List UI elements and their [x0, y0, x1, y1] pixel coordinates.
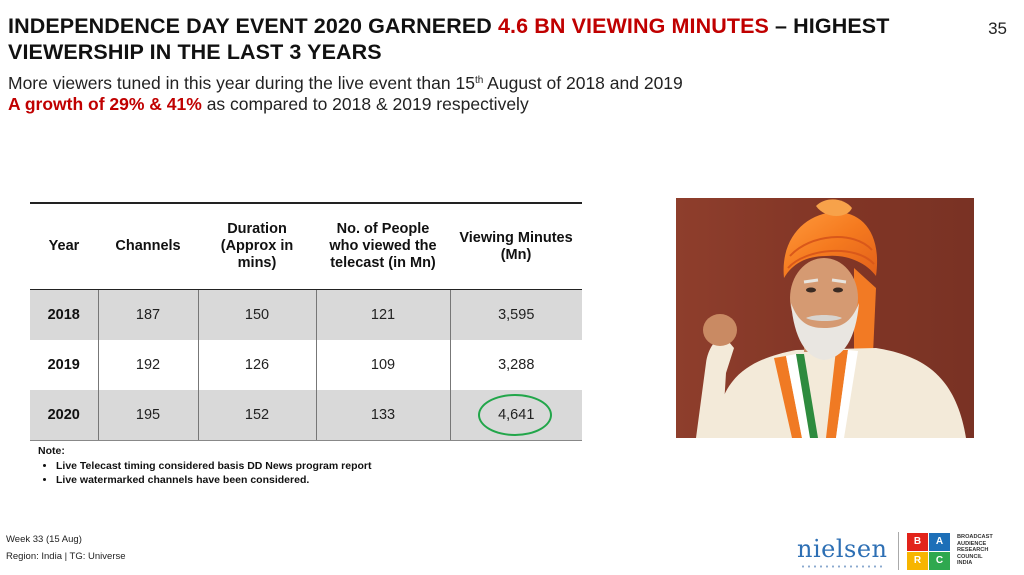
- speaker-photo: [676, 198, 974, 438]
- cell-year: 2019: [47, 357, 80, 373]
- title-text-part2: – HIGHEST VIEWERSHIP IN THE LAST 3 YEARS: [8, 14, 890, 64]
- table-row: 2018 187 150 121 3,595: [30, 289, 582, 340]
- subtitle-superscript: th: [474, 75, 484, 86]
- barc-letter-r: R: [907, 552, 928, 570]
- title-accent: 4.6 BN VIEWING MINUTES: [497, 14, 769, 38]
- cell-duration: 126: [197, 340, 316, 390]
- header-channels: Channels: [98, 202, 198, 290]
- header-duration: Duration (Approx in mins): [198, 202, 316, 290]
- cell-channels: 187: [97, 289, 198, 340]
- barc-text-line: AUDIENCE: [957, 540, 987, 547]
- table-row: 2020 195 152 133 4,641: [30, 390, 582, 441]
- logo-divider: [898, 532, 899, 570]
- cell-people: 109: [315, 340, 450, 390]
- growth-highlight: A growth of 29% & 41%: [8, 94, 202, 114]
- subtitle-line-1: More viewers tuned in this year during t…: [8, 70, 683, 94]
- barc-logo: B A R C: [907, 533, 950, 571]
- page-number: 35: [988, 19, 1007, 38]
- barc-letter-c: C: [929, 552, 950, 570]
- note-item: Live Telecast timing considered basis DD…: [56, 460, 371, 472]
- notes-title: Note:: [38, 445, 65, 457]
- table-row: 2019 192 126 109 3,288: [30, 340, 582, 390]
- viewership-table: Year Channels Duration (Approx in mins) …: [30, 202, 582, 441]
- footer-week: Week 33 (15 Aug): [6, 534, 82, 545]
- page-title: INDEPENDENCE DAY EVENT 2020 GARNERED 4.6…: [8, 13, 938, 65]
- cell-duration: 152: [197, 390, 316, 441]
- barc-text-line: COUNCIL: [957, 553, 983, 560]
- header-year: Year: [30, 202, 98, 290]
- subtitle-line-2-rest: as compared to 2018 & 2019 respectively: [201, 94, 529, 114]
- subtitle-line-1-post: August of 2018 and 2019: [483, 73, 683, 93]
- subtitle-line-2: A growth of 29% & 41% as compared to 201…: [8, 93, 529, 115]
- cell-channels: 195: [97, 390, 198, 441]
- barc-letter-b: B: [907, 533, 928, 551]
- notes-list: Live Telecast timing considered basis DD…: [38, 460, 371, 486]
- table-header-row: Year Channels Duration (Approx in mins) …: [30, 202, 582, 290]
- note-item: Live watermarked channels have been cons…: [56, 474, 371, 486]
- barc-letter-a: A: [929, 533, 950, 551]
- barc-text-line: BROADCAST: [957, 534, 993, 540]
- nielsen-logo: nielsen: [797, 535, 888, 563]
- cell-people: 133: [315, 390, 450, 441]
- barc-text-line: RESEARCH: [957, 547, 989, 553]
- notes-section: Note: Live Telecast timing considered ba…: [38, 445, 371, 488]
- highlight-circle: [478, 394, 553, 436]
- cell-viewing-minutes-highlighted: 4,641: [449, 390, 582, 441]
- cell-duration: 150: [197, 289, 316, 340]
- title-text-part1: INDEPENDENCE DAY EVENT 2020 GARNERED: [8, 14, 498, 38]
- nielsen-logo-dots: [800, 565, 886, 568]
- cell-viewing-minutes: 3,595: [449, 289, 582, 340]
- barc-text-line: INDIA: [957, 560, 973, 566]
- subtitle-line-1-pre: More viewers tuned in this year during t…: [8, 73, 475, 93]
- barc-logo-text: BROADCAST AUDIENCE RESEARCH COUNCIL INDI…: [957, 534, 1012, 567]
- header-people: No. of People who viewed the telecast (i…: [316, 202, 450, 290]
- header-viewing-minutes: Viewing Minutes (Mn): [450, 202, 582, 290]
- cell-viewing-minutes: 3,288: [449, 340, 582, 390]
- cell-people: 121: [315, 289, 450, 340]
- cell-channels: 192: [97, 340, 198, 390]
- cell-year: 2020: [30, 390, 98, 441]
- footer-region: Region: India | TG: Universe: [6, 551, 126, 562]
- cell-year: 2018: [30, 289, 98, 340]
